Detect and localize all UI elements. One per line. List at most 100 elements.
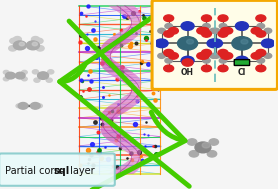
Circle shape	[219, 24, 227, 29]
Circle shape	[202, 15, 212, 22]
Circle shape	[37, 104, 42, 108]
FancyArrowPatch shape	[60, 0, 197, 186]
Polygon shape	[101, 129, 117, 130]
Circle shape	[13, 41, 26, 50]
Polygon shape	[104, 69, 129, 70]
Polygon shape	[105, 137, 130, 138]
Polygon shape	[126, 27, 141, 28]
Circle shape	[9, 46, 17, 51]
Circle shape	[10, 38, 18, 44]
Polygon shape	[101, 130, 119, 131]
Circle shape	[261, 39, 274, 48]
Circle shape	[16, 104, 22, 108]
Polygon shape	[126, 162, 141, 163]
Polygon shape	[127, 152, 141, 153]
Polygon shape	[101, 132, 122, 133]
Polygon shape	[109, 73, 134, 74]
Polygon shape	[130, 154, 140, 155]
Text: OH: OH	[181, 68, 194, 77]
Circle shape	[31, 36, 39, 42]
Polygon shape	[124, 96, 141, 97]
Circle shape	[165, 24, 172, 29]
Polygon shape	[127, 94, 141, 95]
Polygon shape	[101, 48, 120, 49]
Polygon shape	[101, 63, 119, 64]
Circle shape	[38, 72, 49, 79]
Polygon shape	[114, 35, 138, 36]
Circle shape	[181, 56, 194, 65]
Polygon shape	[111, 7, 136, 8]
Polygon shape	[116, 145, 139, 146]
Polygon shape	[118, 79, 140, 80]
Polygon shape	[104, 110, 128, 111]
Polygon shape	[131, 155, 140, 156]
FancyBboxPatch shape	[0, 153, 115, 186]
Circle shape	[199, 53, 209, 59]
Polygon shape	[125, 151, 141, 152]
Polygon shape	[121, 81, 141, 82]
Circle shape	[256, 31, 266, 37]
Polygon shape	[124, 150, 141, 151]
Circle shape	[264, 53, 272, 58]
Polygon shape	[127, 85, 141, 86]
Polygon shape	[124, 83, 141, 84]
Polygon shape	[120, 13, 141, 14]
Circle shape	[207, 151, 217, 157]
Polygon shape	[114, 9, 138, 10]
Polygon shape	[101, 114, 121, 115]
Polygon shape	[111, 142, 136, 143]
Circle shape	[187, 39, 193, 44]
Polygon shape	[115, 10, 139, 11]
Circle shape	[210, 53, 217, 58]
Circle shape	[218, 65, 228, 72]
Circle shape	[251, 27, 261, 34]
Polygon shape	[101, 62, 117, 63]
FancyBboxPatch shape	[234, 60, 250, 65]
Circle shape	[241, 39, 248, 44]
Polygon shape	[108, 140, 134, 141]
Polygon shape	[101, 60, 115, 61]
Polygon shape	[110, 172, 136, 173]
Circle shape	[223, 53, 233, 59]
Circle shape	[257, 58, 265, 63]
Polygon shape	[132, 157, 139, 158]
Polygon shape	[103, 43, 128, 44]
Polygon shape	[128, 93, 141, 94]
Circle shape	[195, 142, 211, 153]
Polygon shape	[132, 22, 139, 23]
Circle shape	[187, 139, 197, 145]
Circle shape	[256, 50, 266, 56]
Circle shape	[32, 42, 38, 46]
Polygon shape	[110, 38, 135, 39]
Polygon shape	[120, 80, 141, 81]
Circle shape	[202, 31, 212, 37]
Polygon shape	[125, 95, 141, 96]
Polygon shape	[130, 159, 140, 160]
Circle shape	[155, 39, 168, 48]
Polygon shape	[120, 166, 141, 167]
Polygon shape	[119, 12, 140, 13]
Circle shape	[218, 31, 228, 37]
Polygon shape	[110, 141, 136, 142]
Circle shape	[207, 39, 220, 48]
Polygon shape	[112, 103, 137, 104]
Polygon shape	[107, 107, 133, 108]
Polygon shape	[102, 45, 124, 46]
Polygon shape	[105, 108, 131, 109]
Polygon shape	[101, 115, 120, 116]
Polygon shape	[101, 118, 115, 119]
Polygon shape	[101, 58, 112, 59]
Circle shape	[3, 77, 9, 81]
Polygon shape	[101, 128, 116, 129]
Circle shape	[209, 139, 219, 145]
Circle shape	[15, 72, 25, 79]
Polygon shape	[119, 32, 140, 33]
Circle shape	[19, 42, 24, 46]
Polygon shape	[106, 40, 132, 41]
Polygon shape	[103, 55, 110, 56]
Circle shape	[32, 70, 38, 74]
Polygon shape	[132, 156, 139, 157]
Polygon shape	[116, 78, 140, 79]
Circle shape	[264, 28, 272, 33]
Polygon shape	[118, 100, 140, 101]
